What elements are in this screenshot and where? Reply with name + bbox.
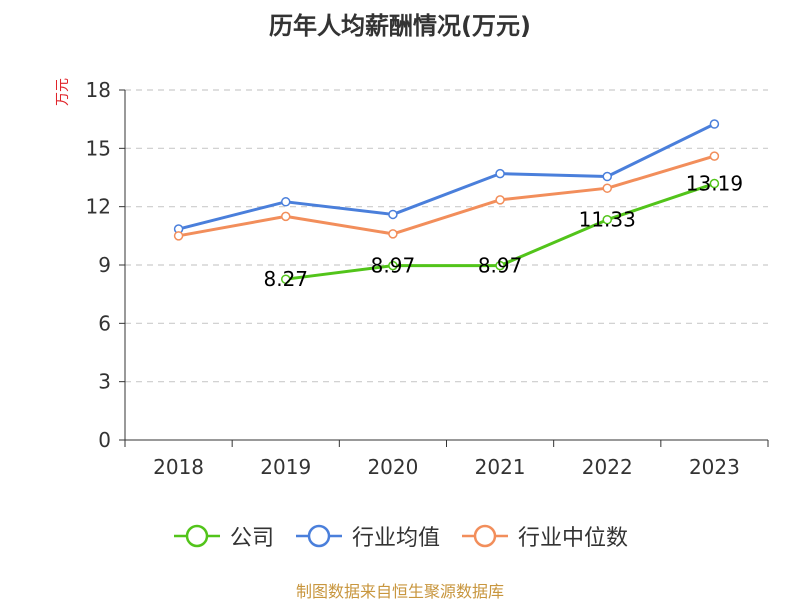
data-point xyxy=(388,209,398,220)
series-line xyxy=(178,122,716,231)
data-point xyxy=(281,197,291,207)
data-label: 8.97 xyxy=(478,254,523,278)
data-point xyxy=(709,178,720,189)
chart-title: 历年人均薪酬情况(万元) xyxy=(269,12,531,40)
data-label: 8.27 xyxy=(263,267,308,291)
data-label: 13.19 xyxy=(686,172,743,196)
x-tick-label: 2019 xyxy=(260,455,311,479)
x-tick-label: 2020 xyxy=(367,455,418,479)
data-point xyxy=(602,214,612,225)
data-point xyxy=(495,195,505,205)
data-point xyxy=(388,260,398,271)
x-tick-label: 2021 xyxy=(475,455,526,479)
y-tick-label: 0 xyxy=(98,428,111,452)
source-footer: 制图数据来自恒生聚源数据库 xyxy=(295,582,504,600)
legend-label: 行业均值 xyxy=(351,526,440,551)
legend-item[interactable]: 公司 xyxy=(172,520,274,552)
y-tick-label: 3 xyxy=(98,370,111,394)
y-tick-label: 18 xyxy=(86,78,111,102)
x-tick-label: 2022 xyxy=(582,455,633,479)
y-tick-label: 15 xyxy=(86,136,111,160)
data-point xyxy=(602,183,612,193)
x-tick-label: 2023 xyxy=(689,455,740,479)
y-tick-label: 6 xyxy=(98,311,111,335)
line-chart: 0 3 6 9 12 15 18 2018 2019 2020 2021 2022 2023 8.27 8.… xyxy=(86,78,769,479)
data-point xyxy=(602,171,612,182)
data-point xyxy=(388,229,398,239)
data-label: 8.97 xyxy=(371,254,416,278)
legend: 公司 行业均值 行业中位数 xyxy=(0,520,800,552)
data-point xyxy=(709,119,720,129)
series-line xyxy=(178,154,715,238)
x-tick-label: 2018 xyxy=(153,455,204,479)
data-point xyxy=(173,231,184,241)
y-tick-label: 9 xyxy=(98,253,111,277)
data-label: 11.33 xyxy=(579,208,636,232)
data-point xyxy=(281,274,291,284)
legend-item[interactable]: 行业中位数 xyxy=(460,520,628,552)
data-point xyxy=(709,151,720,161)
legend-label: 公司 xyxy=(229,526,274,551)
data-point xyxy=(281,211,291,222)
legend-line-marker-icon xyxy=(295,524,342,548)
data-point xyxy=(495,260,505,271)
y-tick-label: 12 xyxy=(86,195,111,219)
legend-item[interactable]: 行业均值 xyxy=(294,520,440,552)
legend-label: 行业中位数 xyxy=(518,526,629,551)
data-point xyxy=(495,168,505,179)
legend-line-marker-icon xyxy=(173,524,220,548)
legend-line-marker-icon xyxy=(462,524,508,548)
